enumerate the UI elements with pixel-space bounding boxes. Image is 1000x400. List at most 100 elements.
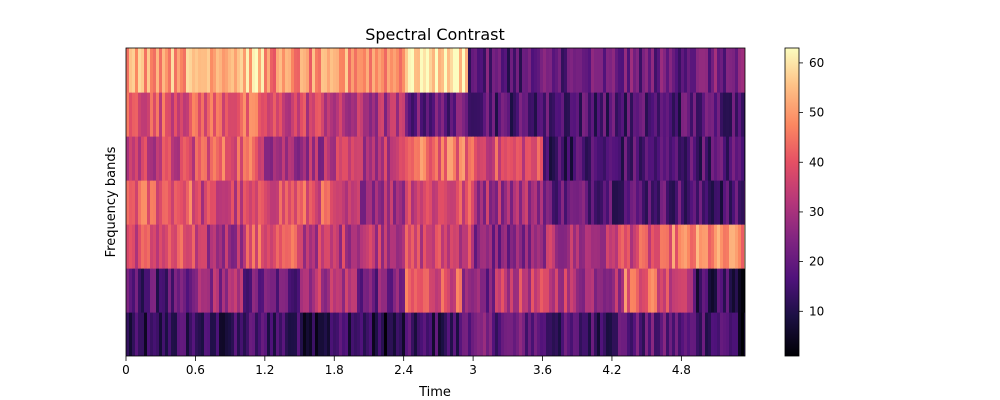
heatmap-cell (429, 136, 433, 181)
heatmap-cell (138, 224, 142, 269)
heatmap-cell (693, 92, 697, 137)
heatmap-cell (711, 136, 715, 181)
heatmap-cell (468, 180, 472, 225)
heatmap-cell (510, 224, 514, 269)
heatmap-cell (369, 92, 373, 137)
heatmap-cell (330, 224, 334, 269)
heatmap-cell (255, 312, 259, 356)
heatmap-cell (234, 268, 238, 313)
heatmap-cell (447, 224, 451, 269)
heatmap-cell (465, 180, 469, 225)
heatmap-cell (261, 268, 265, 313)
heatmap-cell (174, 48, 178, 93)
heatmap-cell (705, 92, 709, 137)
heatmap-cell (471, 312, 475, 356)
heatmap-cell (282, 268, 286, 313)
heatmap-cell (714, 180, 718, 225)
heatmap-cell (621, 48, 625, 93)
heatmap-cell (141, 268, 145, 313)
heatmap-cell (177, 136, 181, 181)
heatmap-cell (495, 224, 499, 269)
heatmap-cell (603, 224, 607, 269)
heatmap-cell (558, 136, 562, 181)
heatmap-cell (324, 180, 328, 225)
heatmap-cell (507, 92, 511, 137)
heatmap-cell (651, 136, 655, 181)
heatmap-cell (210, 48, 214, 93)
heatmap-cell (435, 268, 439, 313)
heatmap-cell (498, 312, 502, 356)
heatmap-cell (702, 224, 706, 269)
heatmap-cell (612, 180, 616, 225)
heatmap-cell (612, 312, 616, 356)
heatmap-cell (627, 136, 631, 181)
heatmap-cell (591, 312, 595, 356)
heatmap-cell (417, 48, 421, 93)
heatmap-cell (729, 92, 733, 137)
colorbar-tick-label: 10 (809, 304, 824, 318)
heatmap-cell (594, 48, 598, 93)
heatmap-cell (402, 268, 406, 313)
heatmap-cell (477, 268, 481, 313)
heatmap-cell (312, 48, 316, 93)
heatmap-cell (567, 48, 571, 93)
heatmap-cell (129, 268, 133, 313)
heatmap-cell (699, 224, 703, 269)
heatmap-cell (405, 92, 409, 137)
heatmap-cell (261, 224, 265, 269)
heatmap-cell (618, 180, 622, 225)
heatmap-cell (306, 268, 310, 313)
heatmap-cell (381, 136, 385, 181)
heatmap-cell (432, 136, 436, 181)
heatmap-cell (318, 180, 322, 225)
heatmap-cell (126, 180, 130, 225)
heatmap-cell (480, 136, 484, 181)
heatmap-cell (279, 92, 283, 137)
heatmap-cell (582, 224, 586, 269)
heatmap-cell (393, 48, 397, 93)
heatmap-cell (726, 224, 730, 269)
heatmap-cell (690, 136, 694, 181)
heatmap-cell (360, 136, 364, 181)
heatmap-cell (201, 224, 205, 269)
heatmap-cell (591, 48, 595, 93)
heatmap-cell (126, 224, 130, 269)
heatmap-cell (591, 92, 595, 137)
heatmap-cell (249, 136, 253, 181)
heatmap-cell (345, 268, 349, 313)
heatmap-cell (588, 136, 592, 181)
heatmap-cell (627, 268, 631, 313)
heatmap-cell (369, 268, 373, 313)
heatmap-cell (285, 312, 289, 356)
heatmap-cell (441, 180, 445, 225)
heatmap-cell (408, 92, 412, 137)
heatmap-cell (576, 92, 580, 137)
heatmap-cell (663, 180, 667, 225)
heatmap-cell (309, 92, 313, 137)
heatmap-cell (348, 312, 352, 356)
heatmap-cell (339, 180, 343, 225)
heatmap-cell (705, 180, 709, 225)
heatmap-cell (741, 224, 745, 269)
heatmap-cell (384, 312, 388, 356)
heatmap-cell (636, 312, 640, 356)
heatmap-cell (510, 312, 514, 356)
heatmap-cell (408, 180, 412, 225)
heatmap-cell (516, 136, 520, 181)
heatmap-cell (564, 312, 568, 356)
heatmap-cell (489, 136, 493, 181)
heatmap-cell (336, 180, 340, 225)
heatmap-cell (522, 224, 526, 269)
heatmap-cell (162, 48, 166, 93)
heatmap-cell (372, 92, 376, 137)
heatmap-cell (639, 224, 643, 269)
heatmap-cell (447, 92, 451, 137)
heatmap-cell (165, 268, 169, 313)
heatmap-cell (507, 136, 511, 181)
heatmap-cell (576, 224, 580, 269)
x-axis-ticks: 0 0.6 1.2 1.8 2.4 3 3.6 4.2 4.8 (122, 356, 691, 377)
heatmap-cell (495, 180, 499, 225)
heatmap-cell (666, 312, 670, 356)
heatmap-cell (216, 312, 220, 356)
heatmap-cell (294, 180, 298, 225)
